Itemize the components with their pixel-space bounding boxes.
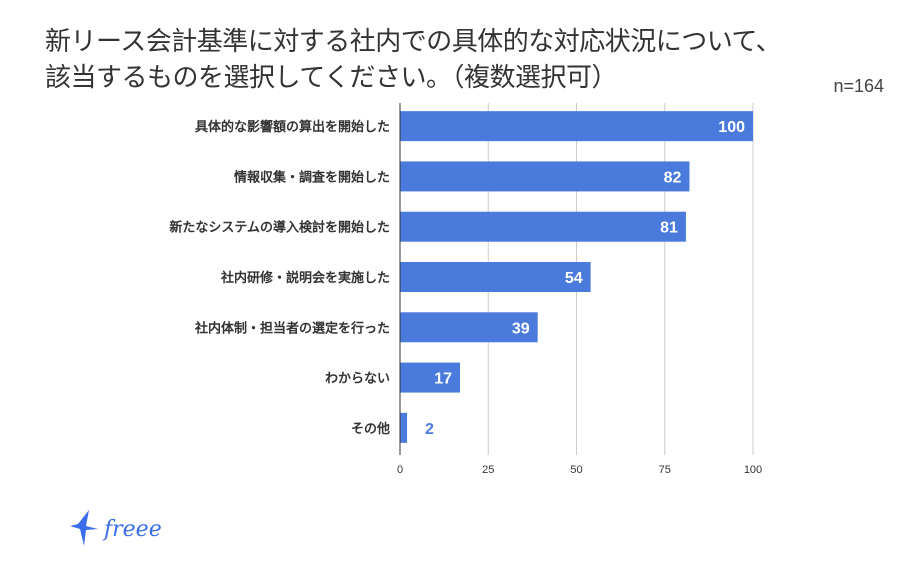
data-label: 54 [565, 270, 583, 287]
data-label: 81 [660, 220, 678, 237]
bar [400, 262, 591, 292]
x-tick-label: 100 [744, 464, 762, 476]
category-label: その他 [351, 421, 390, 437]
category-label: 社内研修・説明会を実施した [220, 270, 390, 286]
bar [400, 211, 686, 242]
bar [400, 161, 690, 192]
category-label: 社内体制・担当者の選定を行った [194, 320, 390, 336]
svg-text:freee: freee [102, 517, 162, 542]
title-line-2: 該当するものを選択してください。（複数選択可） [45, 63, 617, 93]
sample-size: n=164 [833, 76, 884, 96]
title-line-1: 新リース会計基準に対する社内での具体的な対応状況について、 [45, 27, 782, 57]
chart-title: 新リース会計基準に対する社内での具体的な対応状況について、 該当するものを選択し… [45, 24, 782, 96]
data-label: 100 [718, 119, 745, 136]
data-label: 17 [434, 371, 452, 388]
category-label: わからない [325, 372, 390, 387]
x-tick-label: 0 [397, 464, 403, 476]
data-label: 2 [425, 421, 434, 438]
x-tick-label: 25 [482, 464, 494, 476]
bar [400, 362, 461, 393]
freee-logo: freee [70, 510, 162, 546]
category-label: 具体的な影響額の算出を開始した [195, 119, 390, 135]
data-label: 39 [512, 320, 530, 337]
x-tick-label: 75 [659, 464, 671, 476]
x-tick-label: 50 [570, 464, 582, 476]
category-label: 情報収集・調査を開始した [234, 169, 390, 185]
bar [400, 412, 408, 443]
category-label: 新たなシステムの導入検討を開始した [169, 220, 390, 236]
bar [400, 111, 753, 142]
data-label: 82 [664, 169, 682, 186]
bar [400, 312, 538, 343]
